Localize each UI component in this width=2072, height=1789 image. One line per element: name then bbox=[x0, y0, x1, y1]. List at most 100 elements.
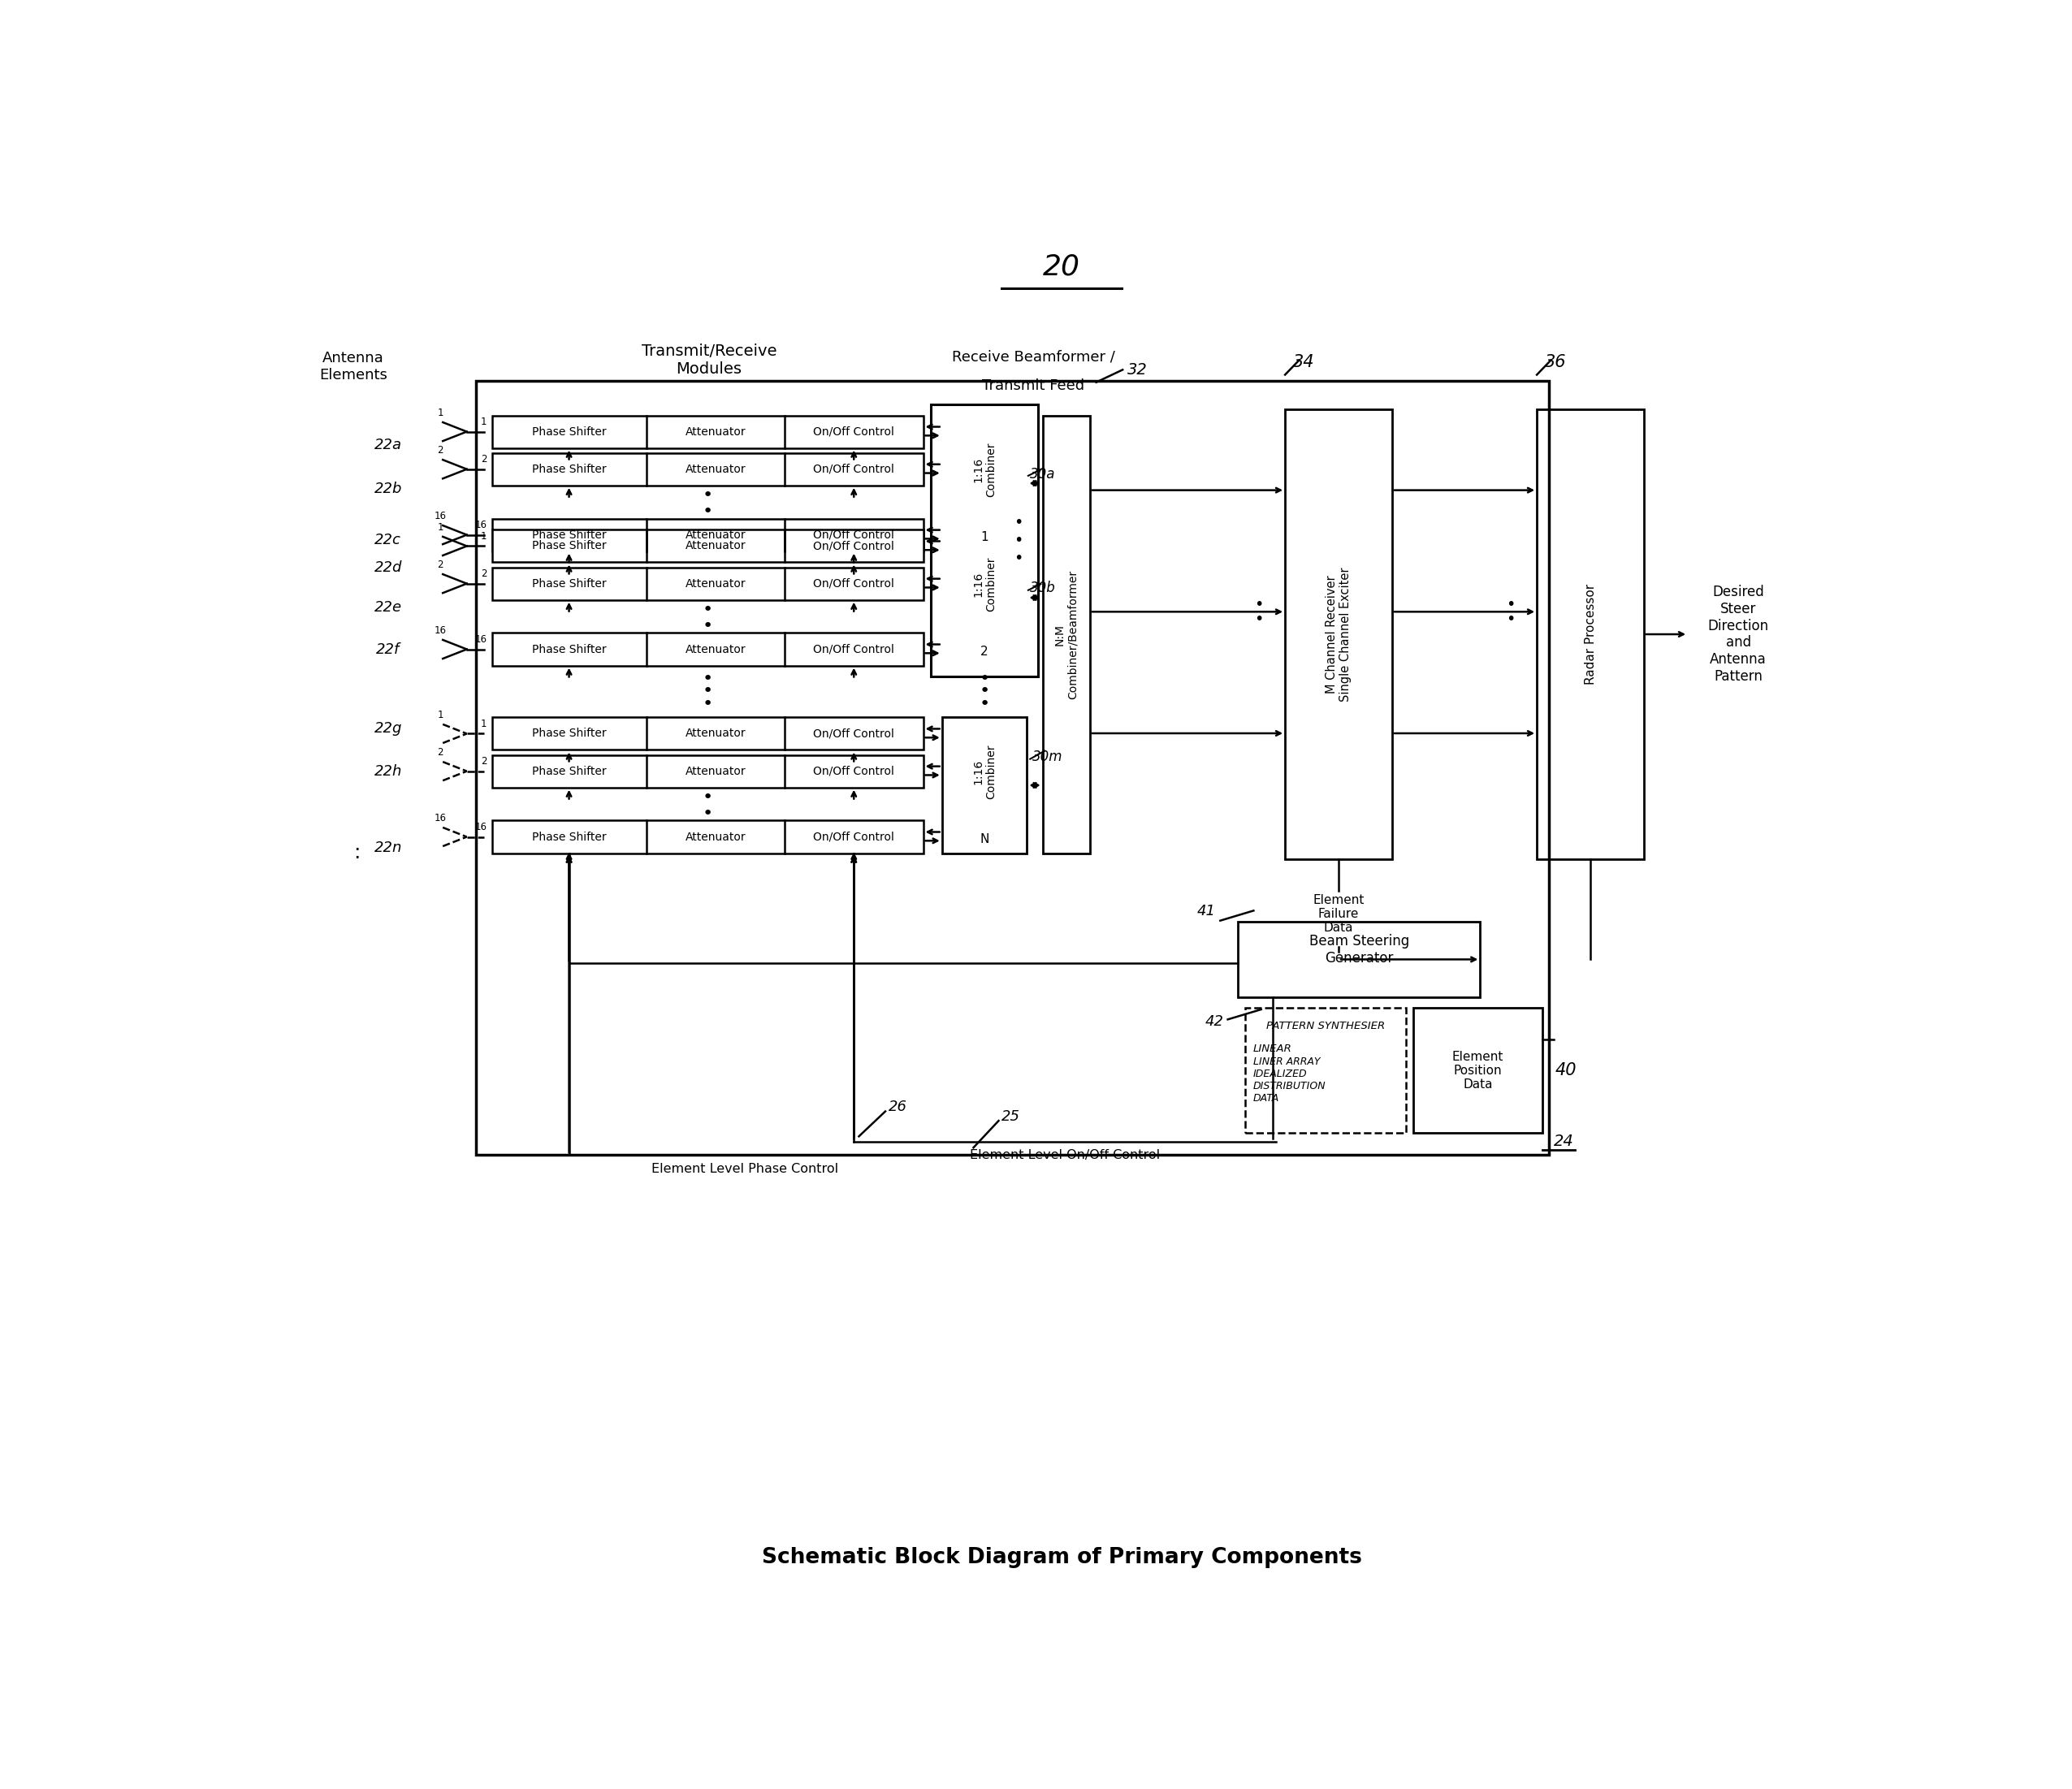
Text: •: • bbox=[702, 671, 713, 687]
Text: Attenuator: Attenuator bbox=[686, 530, 746, 540]
FancyBboxPatch shape bbox=[491, 821, 924, 853]
Text: Beam Steering
Generator: Beam Steering Generator bbox=[1310, 934, 1409, 966]
Text: 22f: 22f bbox=[377, 642, 400, 657]
FancyBboxPatch shape bbox=[491, 633, 924, 666]
Text: 16: 16 bbox=[474, 521, 487, 530]
Text: 22n: 22n bbox=[375, 841, 402, 855]
Text: 1: 1 bbox=[481, 719, 487, 730]
Text: 22e: 22e bbox=[375, 599, 402, 615]
FancyBboxPatch shape bbox=[1245, 1009, 1407, 1132]
Text: N: N bbox=[980, 834, 988, 846]
FancyBboxPatch shape bbox=[491, 453, 924, 485]
Text: On/Off Control: On/Off Control bbox=[814, 530, 895, 540]
Text: Antenna
Elements: Antenna Elements bbox=[319, 351, 387, 383]
Text: On/Off Control: On/Off Control bbox=[814, 644, 895, 655]
FancyBboxPatch shape bbox=[491, 567, 924, 599]
Text: 36: 36 bbox=[1546, 354, 1566, 370]
Text: Phase Shifter: Phase Shifter bbox=[533, 832, 607, 843]
FancyBboxPatch shape bbox=[1042, 415, 1090, 853]
Text: On/Off Control: On/Off Control bbox=[814, 540, 895, 551]
Text: 1: 1 bbox=[437, 522, 443, 533]
Text: On/Off Control: On/Off Control bbox=[814, 766, 895, 776]
Text: Phase Shifter: Phase Shifter bbox=[533, 540, 607, 551]
Text: 16: 16 bbox=[435, 812, 445, 823]
Text: •: • bbox=[702, 617, 713, 633]
Text: 2: 2 bbox=[437, 445, 443, 456]
Text: Attenuator: Attenuator bbox=[686, 766, 746, 776]
Text: •: • bbox=[1506, 596, 1515, 612]
Text: •: • bbox=[1506, 612, 1515, 626]
FancyBboxPatch shape bbox=[930, 404, 1038, 676]
Text: •: • bbox=[980, 683, 990, 699]
FancyBboxPatch shape bbox=[491, 755, 924, 787]
Text: Phase Shifter: Phase Shifter bbox=[533, 463, 607, 474]
Text: Phase Shifter: Phase Shifter bbox=[533, 426, 607, 437]
Text: 16: 16 bbox=[474, 635, 487, 644]
Text: •: • bbox=[702, 805, 713, 821]
Text: Element
Failure
Data: Element Failure Data bbox=[1314, 894, 1363, 934]
Text: On/Off Control: On/Off Control bbox=[814, 832, 895, 843]
Text: 20: 20 bbox=[1042, 252, 1080, 281]
Text: 22g: 22g bbox=[375, 721, 402, 735]
Text: •: • bbox=[702, 683, 713, 699]
FancyBboxPatch shape bbox=[1537, 410, 1643, 859]
Text: On/Off Control: On/Off Control bbox=[814, 728, 895, 739]
Text: Attenuator: Attenuator bbox=[686, 644, 746, 655]
Text: Attenuator: Attenuator bbox=[686, 426, 746, 437]
Text: Element
Position
Data: Element Position Data bbox=[1452, 1050, 1504, 1091]
Text: Phase Shifter: Phase Shifter bbox=[533, 530, 607, 540]
Text: 22a: 22a bbox=[375, 438, 402, 453]
FancyBboxPatch shape bbox=[943, 415, 1028, 551]
Text: Phase Shifter: Phase Shifter bbox=[533, 728, 607, 739]
Text: Attenuator: Attenuator bbox=[686, 463, 746, 474]
Text: Transmit/Receive
Modules: Transmit/Receive Modules bbox=[642, 343, 777, 377]
Text: •: • bbox=[980, 696, 990, 712]
FancyBboxPatch shape bbox=[1285, 410, 1392, 859]
FancyBboxPatch shape bbox=[491, 530, 924, 562]
Text: 1: 1 bbox=[481, 417, 487, 428]
Text: Receive Beamformer /: Receive Beamformer / bbox=[951, 351, 1115, 365]
Text: PATTERN SYNTHESIER: PATTERN SYNTHESIER bbox=[1266, 1020, 1384, 1030]
FancyBboxPatch shape bbox=[491, 519, 924, 551]
Text: 22b: 22b bbox=[375, 481, 402, 497]
Text: •: • bbox=[702, 488, 713, 504]
FancyBboxPatch shape bbox=[491, 415, 924, 447]
Text: 41: 41 bbox=[1198, 903, 1216, 920]
FancyBboxPatch shape bbox=[943, 717, 1028, 853]
Text: Schematic Block Diagram of Primary Components: Schematic Block Diagram of Primary Compo… bbox=[762, 1547, 1361, 1569]
Text: On/Off Control: On/Off Control bbox=[814, 578, 895, 589]
Text: Phase Shifter: Phase Shifter bbox=[533, 766, 607, 776]
Text: 24: 24 bbox=[1554, 1134, 1575, 1149]
Text: •: • bbox=[702, 789, 713, 805]
Text: 16: 16 bbox=[474, 821, 487, 832]
Text: Phase Shifter: Phase Shifter bbox=[533, 578, 607, 589]
Text: •: • bbox=[702, 696, 713, 712]
Text: 25: 25 bbox=[1001, 1109, 1021, 1123]
Text: 30m: 30m bbox=[1032, 750, 1063, 764]
Text: •: • bbox=[1254, 612, 1264, 626]
Text: 1: 1 bbox=[437, 710, 443, 719]
Text: Transmit Feed: Transmit Feed bbox=[982, 377, 1084, 394]
FancyBboxPatch shape bbox=[1413, 1009, 1542, 1132]
Text: 30a: 30a bbox=[1030, 467, 1057, 481]
Text: 42: 42 bbox=[1204, 1014, 1222, 1029]
Text: 2: 2 bbox=[481, 757, 487, 767]
Text: •: • bbox=[980, 671, 990, 687]
Text: 22c: 22c bbox=[375, 533, 402, 547]
Text: Phase Shifter: Phase Shifter bbox=[533, 644, 607, 655]
Text: 16: 16 bbox=[435, 624, 445, 635]
Text: 26: 26 bbox=[889, 1100, 908, 1115]
Text: 2: 2 bbox=[481, 454, 487, 465]
Text: 30b: 30b bbox=[1030, 581, 1057, 596]
Text: :: : bbox=[352, 843, 361, 862]
Text: 1: 1 bbox=[481, 531, 487, 542]
Text: Element Level On/Off Control: Element Level On/Off Control bbox=[970, 1149, 1160, 1161]
Text: Radar Processor: Radar Processor bbox=[1585, 583, 1595, 685]
Text: LINEAR: LINEAR bbox=[1254, 1043, 1291, 1054]
Text: 1: 1 bbox=[437, 408, 443, 419]
Text: 1:16
Combiner: 1:16 Combiner bbox=[972, 442, 997, 497]
Text: •: • bbox=[1254, 596, 1264, 612]
Text: 1:16
Combiner: 1:16 Combiner bbox=[972, 556, 997, 612]
Text: On/Off Control: On/Off Control bbox=[814, 463, 895, 474]
Text: 1:16
Combiner: 1:16 Combiner bbox=[972, 744, 997, 800]
